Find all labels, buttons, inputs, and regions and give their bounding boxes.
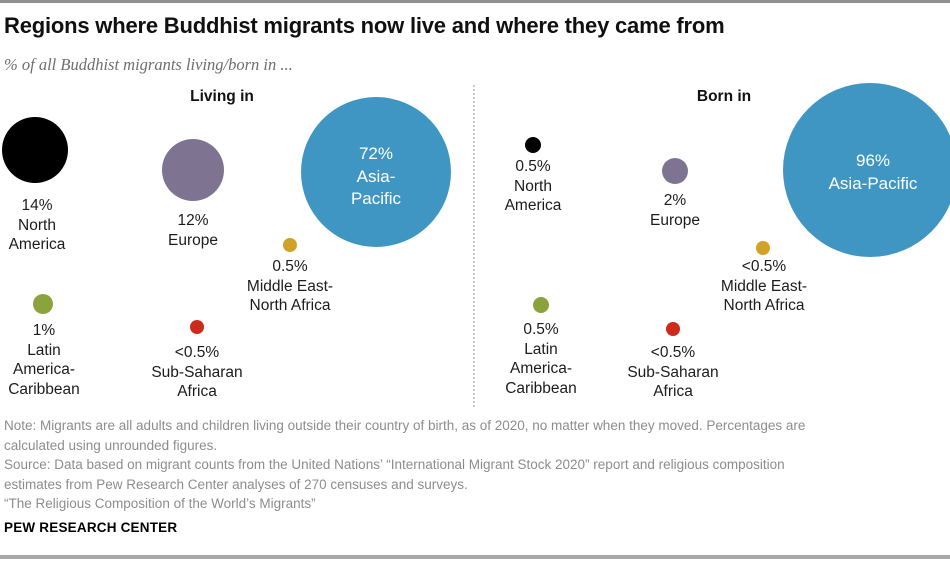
- bubble-label-middle-east-north-africa-living-in: 0.5% Middle East- North Africa: [246, 258, 334, 314]
- bubble-latin-america-caribbean-living-in: [33, 294, 53, 314]
- source-line: Source: Data based on migrant counts fro…: [4, 457, 785, 472]
- bubble-europe-living-in: [162, 139, 224, 201]
- bottom-rule: [0, 555, 950, 559]
- bubble-north-america-living-in: [2, 117, 68, 183]
- bubble-sub-saharan-africa-living-in: [190, 320, 204, 334]
- bubble-label-sub-saharan-africa-living-in: <0.5% Sub-Saharan Africa: [151, 344, 243, 400]
- bubble-label-latin-america-caribbean-living-in: 1% Latin America- Caribbean: [8, 322, 80, 398]
- footnotes: Note: Migrants are all adults and childr…: [4, 416, 934, 514]
- pew-research-center-logo-text: PEW RESEARCH CENTER: [4, 520, 178, 535]
- bubble-label-north-america-living-in: 14% North America: [8, 197, 66, 253]
- source-line: estimates from Pew Research Center analy…: [4, 476, 468, 492]
- panel-header-living-in: Living in: [190, 88, 254, 105]
- bubble-north-america-born-in: [525, 137, 541, 153]
- panel-header-born-in: Born in: [696, 88, 752, 105]
- bubble-label-middle-east-north-africa-born-in: <0.5% Middle East- North Africa: [720, 258, 808, 314]
- bubble-europe-born-in: [662, 158, 688, 184]
- panel-divider-line: [473, 85, 475, 407]
- bubble-latin-america-caribbean-born-in: [533, 297, 549, 313]
- bubble-label-latin-america-caribbean-born-in: 0.5% Latin America- Caribbean: [505, 321, 577, 397]
- bubble-middle-east-north-africa-living-in: [283, 238, 297, 252]
- bubble-label-europe-born-in: 2% Europe: [650, 192, 700, 229]
- page-subtitle: % of all Buddhist migrants living/born i…: [4, 55, 293, 74]
- bubble-middle-east-north-africa-born-in: [756, 241, 770, 255]
- bubble-asia-pacific-living-in: [301, 97, 451, 247]
- bubble-label-asia-pacific-born-in: 96% Asia-Pacific: [828, 151, 918, 193]
- note-line: calculated using unrounded figures.: [4, 437, 218, 453]
- note-line: Note: Migrants are all adults and childr…: [4, 418, 806, 433]
- bubble-asia-pacific-born-in: [783, 83, 950, 257]
- bubble-label-asia-pacific-living-in: 72% Asia- Pacific: [350, 144, 402, 208]
- bubble-label-europe-living-in: 12% Europe: [168, 212, 218, 249]
- bubble-label-north-america-born-in: 0.5% North America: [504, 158, 562, 214]
- bubble-label-sub-saharan-africa-born-in: <0.5% Sub-Saharan Africa: [627, 344, 719, 400]
- bubble-sub-saharan-africa-born-in: [666, 322, 680, 336]
- top-rule: [0, 0, 950, 3]
- page-title: Regions where Buddhist migrants now live…: [4, 13, 725, 38]
- citation-line: “The Religious Composition of the World’…: [4, 496, 316, 511]
